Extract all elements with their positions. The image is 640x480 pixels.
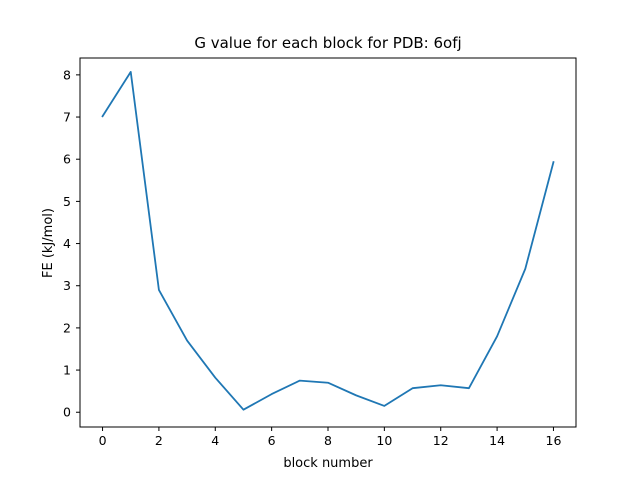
chart-title: G value for each block for PDB: 6ofj [194, 34, 461, 52]
x-axis-ticks: 0 2 4 6 8 10 12 14 16 [99, 427, 562, 448]
x-tick-label: 12 [433, 433, 449, 448]
series-line-0 [101, 71, 555, 411]
y-tick-label: 2 [63, 320, 71, 335]
x-tick-label: 0 [99, 433, 107, 448]
y-axis-label: FE (kJ/mol) [41, 208, 56, 278]
x-tick-label: 16 [546, 433, 562, 448]
y-tick-label: 1 [63, 363, 71, 378]
y-tick-label: 8 [63, 67, 71, 82]
x-tick-label: 4 [211, 433, 219, 448]
x-tick-label: 10 [376, 433, 392, 448]
x-tick-label: 8 [324, 433, 332, 448]
y-tick-label: 7 [63, 110, 71, 125]
y-tick-label: 3 [63, 278, 71, 293]
x-tick-label: 2 [155, 433, 163, 448]
y-tick-label: 5 [63, 194, 71, 209]
x-axis-label: block number [283, 456, 373, 471]
y-tick-label: 6 [63, 152, 71, 167]
x-tick-label: 6 [268, 433, 276, 448]
y-tick-label: 0 [63, 405, 71, 420]
y-axis-ticks: 0 1 2 3 4 5 6 7 8 [63, 67, 80, 420]
x-tick-label: 14 [489, 433, 505, 448]
y-tick-label: 4 [63, 236, 71, 251]
